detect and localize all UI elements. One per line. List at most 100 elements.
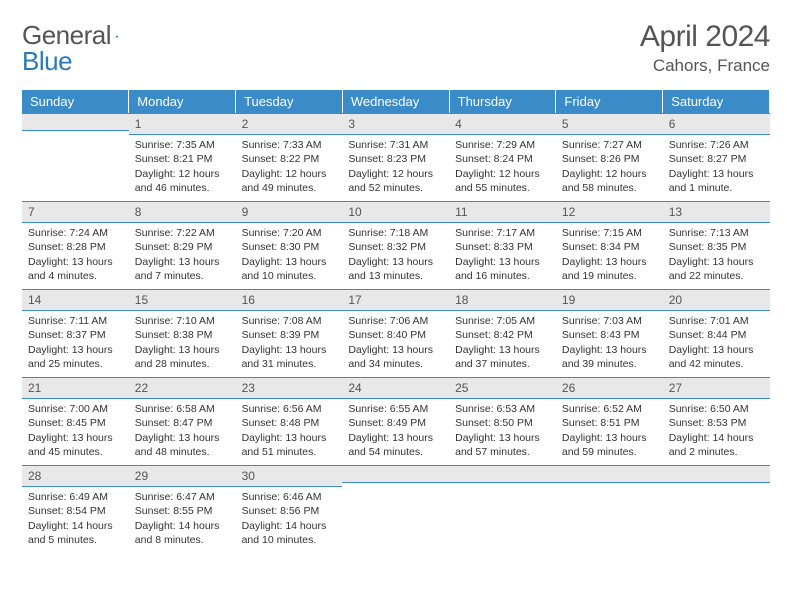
calendar-day-cell: 17Sunrise: 7:06 AMSunset: 8:40 PMDayligh…: [342, 289, 449, 377]
calendar-empty-cell: [556, 465, 663, 553]
day-body: Sunrise: 7:33 AMSunset: 8:22 PMDaylight:…: [236, 135, 343, 201]
sunrise-line: Sunrise: 7:05 AM: [455, 314, 550, 328]
day-body: Sunrise: 7:00 AMSunset: 8:45 PMDaylight:…: [22, 399, 129, 465]
sunrise-line: Sunrise: 6:58 AM: [135, 402, 230, 416]
day-number: 28: [22, 465, 129, 487]
sunrise-line: Sunrise: 7:22 AM: [135, 226, 230, 240]
calendar-day-cell: 20Sunrise: 7:01 AMSunset: 8:44 PMDayligh…: [663, 289, 770, 377]
day-number: 26: [556, 377, 663, 399]
day-number: 6: [663, 113, 770, 135]
day-number: 13: [663, 201, 770, 223]
day-number: 14: [22, 289, 129, 311]
calendar-day-cell: 28Sunrise: 6:49 AMSunset: 8:54 PMDayligh…: [22, 465, 129, 553]
weekday-header: Monday: [129, 90, 236, 113]
day-number: 17: [342, 289, 449, 311]
empty-day-header: [556, 465, 663, 483]
sunset-line: Sunset: 8:47 PM: [135, 416, 230, 430]
calendar-day-cell: 14Sunrise: 7:11 AMSunset: 8:37 PMDayligh…: [22, 289, 129, 377]
sunset-line: Sunset: 8:51 PM: [562, 416, 657, 430]
sunrise-line: Sunrise: 6:47 AM: [135, 490, 230, 504]
day-number: 20: [663, 289, 770, 311]
sunrise-line: Sunrise: 7:13 AM: [669, 226, 764, 240]
weekday-header: Tuesday: [236, 90, 343, 113]
title-block: April 2024 Cahors, France: [640, 20, 770, 76]
calendar-day-cell: 8Sunrise: 7:22 AMSunset: 8:29 PMDaylight…: [129, 201, 236, 289]
sunrise-line: Sunrise: 7:01 AM: [669, 314, 764, 328]
daylight-line: Daylight: 13 hours and 22 minutes.: [669, 255, 764, 283]
day-body: Sunrise: 6:50 AMSunset: 8:53 PMDaylight:…: [663, 399, 770, 465]
day-number: 1: [129, 113, 236, 135]
day-body: Sunrise: 7:29 AMSunset: 8:24 PMDaylight:…: [449, 135, 556, 201]
day-body: Sunrise: 7:31 AMSunset: 8:23 PMDaylight:…: [342, 135, 449, 201]
calendar-day-cell: 7Sunrise: 7:24 AMSunset: 8:28 PMDaylight…: [22, 201, 129, 289]
calendar-row: 14Sunrise: 7:11 AMSunset: 8:37 PMDayligh…: [22, 289, 770, 377]
daylight-line: Daylight: 13 hours and 7 minutes.: [135, 255, 230, 283]
empty-day-header: [22, 113, 129, 131]
day-number: 16: [236, 289, 343, 311]
sunrise-line: Sunrise: 7:10 AM: [135, 314, 230, 328]
daylight-line: Daylight: 13 hours and 37 minutes.: [455, 343, 550, 371]
daylight-line: Daylight: 13 hours and 48 minutes.: [135, 431, 230, 459]
daylight-line: Daylight: 13 hours and 19 minutes.: [562, 255, 657, 283]
month-title: April 2024: [640, 20, 770, 54]
sunrise-line: Sunrise: 7:26 AM: [669, 138, 764, 152]
sunset-line: Sunset: 8:40 PM: [348, 328, 443, 342]
daylight-line: Daylight: 13 hours and 54 minutes.: [348, 431, 443, 459]
location: Cahors, France: [640, 56, 770, 76]
day-body: Sunrise: 6:46 AMSunset: 8:56 PMDaylight:…: [236, 487, 343, 553]
day-body: Sunrise: 7:08 AMSunset: 8:39 PMDaylight:…: [236, 311, 343, 377]
daylight-line: Daylight: 13 hours and 28 minutes.: [135, 343, 230, 371]
sunrise-line: Sunrise: 7:20 AM: [242, 226, 337, 240]
calendar-day-cell: 23Sunrise: 6:56 AMSunset: 8:48 PMDayligh…: [236, 377, 343, 465]
calendar-empty-cell: [22, 113, 129, 201]
day-body: Sunrise: 7:15 AMSunset: 8:34 PMDaylight:…: [556, 223, 663, 289]
sunrise-line: Sunrise: 6:52 AM: [562, 402, 657, 416]
calendar-table: SundayMondayTuesdayWednesdayThursdayFrid…: [22, 90, 770, 553]
day-body: Sunrise: 7:17 AMSunset: 8:33 PMDaylight:…: [449, 223, 556, 289]
day-body: Sunrise: 7:06 AMSunset: 8:40 PMDaylight:…: [342, 311, 449, 377]
calendar-row: 21Sunrise: 7:00 AMSunset: 8:45 PMDayligh…: [22, 377, 770, 465]
calendar-day-cell: 24Sunrise: 6:55 AMSunset: 8:49 PMDayligh…: [342, 377, 449, 465]
daylight-line: Daylight: 13 hours and 57 minutes.: [455, 431, 550, 459]
sunset-line: Sunset: 8:45 PM: [28, 416, 123, 430]
day-body: Sunrise: 7:11 AMSunset: 8:37 PMDaylight:…: [22, 311, 129, 377]
day-number: 11: [449, 201, 556, 223]
day-body: Sunrise: 7:20 AMSunset: 8:30 PMDaylight:…: [236, 223, 343, 289]
day-body: Sunrise: 7:10 AMSunset: 8:38 PMDaylight:…: [129, 311, 236, 377]
weekday-header: Thursday: [449, 90, 556, 113]
day-number: 12: [556, 201, 663, 223]
day-number: 15: [129, 289, 236, 311]
day-number: 22: [129, 377, 236, 399]
day-body: Sunrise: 6:52 AMSunset: 8:51 PMDaylight:…: [556, 399, 663, 465]
day-number: 18: [449, 289, 556, 311]
calendar-day-cell: 21Sunrise: 7:00 AMSunset: 8:45 PMDayligh…: [22, 377, 129, 465]
day-body: Sunrise: 6:56 AMSunset: 8:48 PMDaylight:…: [236, 399, 343, 465]
daylight-line: Daylight: 13 hours and 13 minutes.: [348, 255, 443, 283]
sunset-line: Sunset: 8:29 PM: [135, 240, 230, 254]
sunrise-line: Sunrise: 7:00 AM: [28, 402, 123, 416]
daylight-line: Daylight: 14 hours and 10 minutes.: [242, 519, 337, 547]
day-body: Sunrise: 7:13 AMSunset: 8:35 PMDaylight:…: [663, 223, 770, 289]
sunset-line: Sunset: 8:55 PM: [135, 504, 230, 518]
sunset-line: Sunset: 8:50 PM: [455, 416, 550, 430]
day-number: 10: [342, 201, 449, 223]
daylight-line: Daylight: 13 hours and 31 minutes.: [242, 343, 337, 371]
day-body: Sunrise: 7:27 AMSunset: 8:26 PMDaylight:…: [556, 135, 663, 201]
sunrise-line: Sunrise: 7:11 AM: [28, 314, 123, 328]
sunset-line: Sunset: 8:28 PM: [28, 240, 123, 254]
calendar-day-cell: 6Sunrise: 7:26 AMSunset: 8:27 PMDaylight…: [663, 113, 770, 201]
calendar-day-cell: 26Sunrise: 6:52 AMSunset: 8:51 PMDayligh…: [556, 377, 663, 465]
calendar-day-cell: 29Sunrise: 6:47 AMSunset: 8:55 PMDayligh…: [129, 465, 236, 553]
sunset-line: Sunset: 8:26 PM: [562, 152, 657, 166]
sunset-line: Sunset: 8:53 PM: [669, 416, 764, 430]
sunrise-line: Sunrise: 7:35 AM: [135, 138, 230, 152]
weekday-header: Wednesday: [342, 90, 449, 113]
day-body: Sunrise: 7:01 AMSunset: 8:44 PMDaylight:…: [663, 311, 770, 377]
sunrise-line: Sunrise: 7:29 AM: [455, 138, 550, 152]
sunset-line: Sunset: 8:33 PM: [455, 240, 550, 254]
calendar-row: 28Sunrise: 6:49 AMSunset: 8:54 PMDayligh…: [22, 465, 770, 553]
day-body: Sunrise: 6:58 AMSunset: 8:47 PMDaylight:…: [129, 399, 236, 465]
day-number: 3: [342, 113, 449, 135]
daylight-line: Daylight: 13 hours and 59 minutes.: [562, 431, 657, 459]
day-number: 2: [236, 113, 343, 135]
